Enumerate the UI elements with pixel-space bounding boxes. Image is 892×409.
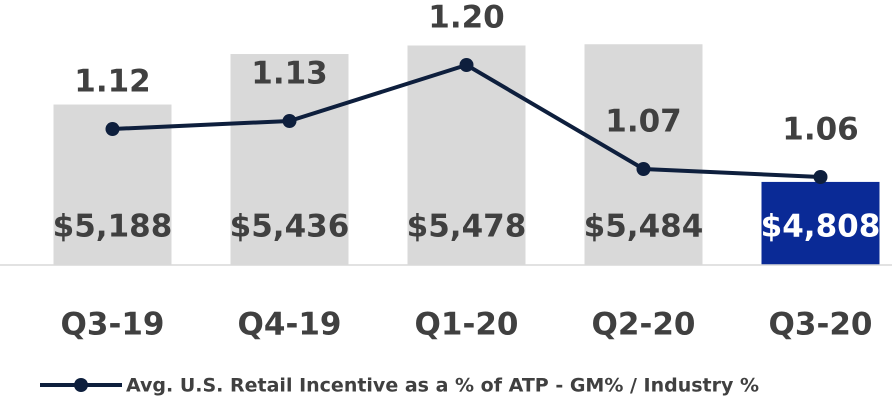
x-tick-label: Q4-19 [238,307,342,343]
x-tick-label: Q2-20 [592,307,696,343]
line-value-label: 1.06 [782,112,859,148]
line-marker [282,114,297,128]
line-value-label: 1.20 [428,0,505,36]
bar [761,181,880,265]
legend-marker [74,378,88,392]
x-tick-label: Q3-20 [769,307,873,343]
line-marker [636,162,651,176]
line-value-label: 1.12 [74,64,151,100]
bar-value-label: $5,436 [230,209,350,245]
bar [230,54,349,265]
line-marker [459,58,474,72]
line-value-label: 1.13 [251,56,328,92]
line-marker [105,122,120,136]
bar-value-label: $4,808 [761,209,881,245]
bar-value-label: $5,484 [584,209,704,245]
x-tick-label: Q3-19 [61,307,165,343]
bar [407,45,526,266]
legend-label: Avg. U.S. Retail Incentive as a % of ATP… [126,375,759,397]
line-marker [813,170,828,184]
x-tick-label: Q1-20 [415,307,519,343]
bar-value-label: $5,188 [53,209,173,245]
bar [584,44,703,266]
bar-value-label: $5,478 [407,209,527,245]
line-value-label: 1.07 [605,104,682,140]
